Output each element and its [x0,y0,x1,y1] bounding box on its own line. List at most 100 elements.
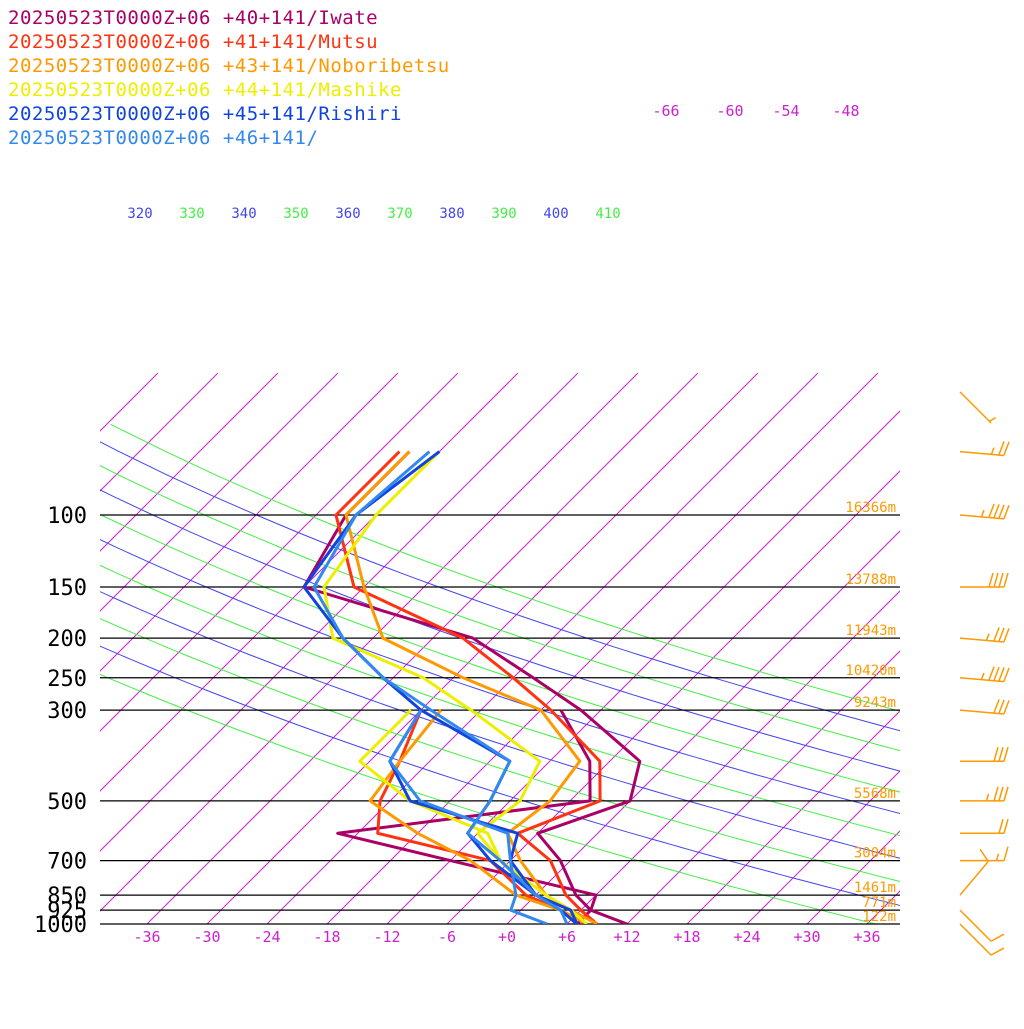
wind-barb-flag [999,441,1004,455]
wind-barb-flag [1004,747,1008,761]
theta-label: 330 [179,206,204,222]
wind-barb-flag [999,747,1003,761]
theta-label: 410 [595,206,620,222]
dewpoint-line-4 [390,710,577,924]
isotherm-line [670,373,1024,941]
temperature-tick-label: +36 [853,928,880,946]
temperature-line-0 [304,452,640,924]
wind-barb-staff [960,924,991,955]
wind-barb-half-flag [981,510,984,517]
wind-barb-flag [999,628,1004,642]
pressure-label: 100 [47,504,87,529]
wind-barb [960,849,988,895]
pressure-label: 200 [47,627,87,652]
wind-barb-flag [991,948,1004,955]
height-label: 5568m [854,786,896,802]
temperature-tick-label: -36 [133,928,160,946]
wind-barb [960,910,1004,941]
legend-entry-4: 20250523T0000Z+06 +45+141/Rishiri [8,103,402,125]
wind-barb [960,819,1008,833]
wind-barb-half-flag [997,854,999,861]
isotherm-line [490,373,1024,941]
wind-barb-flag [1004,847,1008,861]
wind-barb-staff [960,710,1004,714]
axis-labels: 1000925850700500300250200150100122m771m1… [34,102,896,946]
isotherm-line [0,373,278,941]
pressure-label: 250 [47,667,87,692]
legend: 20250523T0000Z+06 +40+141/Iwate20250523T… [8,7,450,149]
temperature-tick-label: -12 [373,928,400,946]
height-label: 13788m [845,572,896,588]
isotherm-line [970,373,1024,941]
wind-barb-flag [999,573,1003,587]
temperature-tick-label: +12 [613,928,640,946]
wind-barb-half-flag [989,418,995,422]
legend-entry-0: 20250523T0000Z+06 +40+141/Iwate [8,7,378,29]
pressure-label: 300 [47,699,87,724]
isotherm-line [910,373,1024,941]
wind-barb [960,847,1008,861]
theta-label: 380 [439,206,464,222]
pressure-label: 850 [47,884,87,909]
isotherm-line [250,373,818,941]
wind-barb-staff [960,392,991,423]
theta-label: 370 [387,206,412,222]
temperature-tick-label: +30 [793,928,820,946]
upper-temperature-label: -60 [716,102,743,120]
isotherm-line [70,373,638,941]
wind-barb [960,747,1008,761]
isotherm-line [370,373,938,941]
theta-label: 340 [231,206,256,222]
theta-label: 390 [491,206,516,222]
wind-barb-flag [994,747,998,761]
height-label: 122m [862,909,896,925]
temperature-tick-label: +6 [558,928,576,946]
wind-barb-flag [999,787,1003,801]
wind-barb-flag [999,505,1004,519]
wind-barb-staff [960,638,1004,642]
pressure-label: 700 [47,850,87,875]
isotherm-line [0,373,218,941]
wind-barb-flag [994,700,999,714]
height-label: 10420m [845,663,896,679]
wind-barb-flag [1004,505,1009,519]
wind-barb-flag [994,627,999,641]
legend-entry-1: 20250523T0000Z+06 +41+141/Mutsu [8,31,378,53]
wind-barb-flag [1004,819,1008,833]
height-label: 16366m [845,500,896,516]
wind-barb-half-flag [987,794,989,801]
wind-barb-staff [960,452,1004,456]
wind-barb-flag [1004,668,1009,682]
wind-barb-flag [989,504,994,518]
wind-barb [960,573,1008,587]
legend-entry-2: 20250523T0000Z+06 +43+141/Noboribetsu [8,55,450,77]
wind-barb-flag [1004,573,1008,587]
wind-barb-flag [1004,628,1009,642]
theta-label: 400 [543,206,568,222]
isotherm-line [310,373,878,941]
temperature-tick-label: +0 [498,928,516,946]
pressure-label: 500 [47,790,87,815]
sounding-series [304,452,640,924]
theta-label: 320 [127,206,152,222]
temperature-line-1 [336,452,600,924]
pressure-label: 150 [47,576,87,601]
wind-barb [960,924,1004,955]
temperature-tick-label: -6 [438,928,456,946]
wind-barbs [960,392,1009,955]
wind-barb-flag [1004,787,1008,801]
wind-barb-flag [999,819,1003,833]
height-label: 11943m [845,623,896,639]
wind-barb [960,700,1009,714]
temperature-tick-label: -24 [253,928,280,946]
legend-entry-3: 20250523T0000Z+06 +44+141/Mashike [8,79,402,101]
isotherm-line [790,373,1024,941]
wind-barb-flag [994,573,998,587]
theta-label: 360 [335,206,360,222]
height-label: 771m [862,895,896,911]
wind-barb [960,441,1009,455]
theta-label: 350 [283,206,308,222]
wind-barb [960,787,1008,801]
wind-barb-flag [994,504,999,518]
legend-entry-5: 20250523T0000Z+06 +46+141/ [8,127,318,149]
